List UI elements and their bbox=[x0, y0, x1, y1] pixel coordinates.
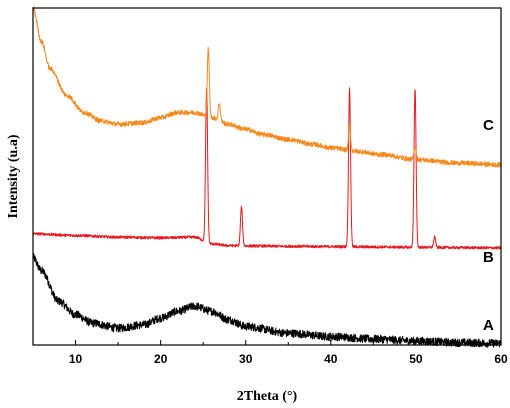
x-tick-label: 60 bbox=[494, 352, 508, 366]
x-axis-ticks: 10 20 30 40 50 60 bbox=[32, 340, 508, 366]
x-axis-title: 2Theta (°) bbox=[237, 389, 298, 404]
series-line-a bbox=[32, 253, 502, 348]
series-line-c bbox=[32, 6, 502, 168]
curve-label-c: C bbox=[483, 117, 494, 134]
x-tick-label: 40 bbox=[324, 352, 338, 366]
curve-label-b: B bbox=[483, 249, 494, 266]
y-axis-title: Intensity (u.a) bbox=[6, 134, 21, 218]
series-line-b bbox=[32, 87, 502, 250]
x-tick-label: 50 bbox=[409, 352, 423, 366]
series-layer bbox=[32, 6, 502, 348]
x-tick-label: 20 bbox=[154, 352, 168, 366]
plot-frame bbox=[32, 7, 502, 346]
curve-labels: A B C bbox=[483, 117, 494, 334]
x-tick-label: 30 bbox=[239, 352, 253, 366]
x-tick-label: 10 bbox=[69, 352, 83, 366]
curve-label-a: A bbox=[483, 317, 494, 334]
